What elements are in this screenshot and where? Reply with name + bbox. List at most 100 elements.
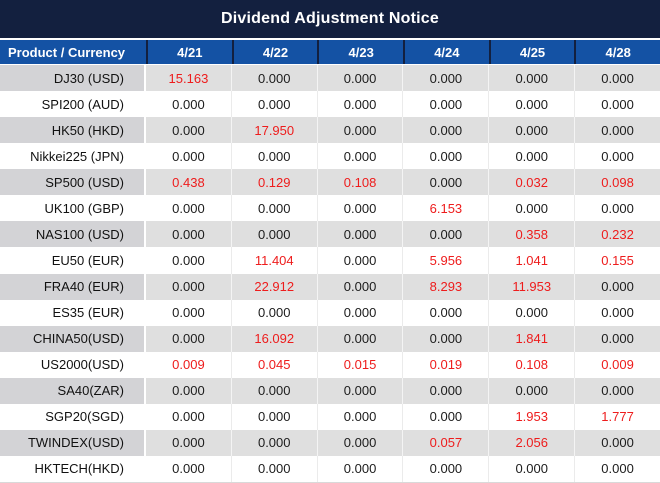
value-cell: 0.098	[574, 169, 660, 196]
value-cell: 0.000	[230, 143, 317, 170]
product-cell: TWINDEX(USD)	[0, 429, 146, 456]
table-row: SPI200 (AUD) 0.000 0.000 0.000 0.000 0.000 0.0…	[0, 91, 660, 118]
value-cell: 0.000	[230, 65, 317, 92]
value-cell: 0.000	[230, 455, 317, 482]
value-cell: 0.000	[574, 65, 660, 92]
value-cell: 0.000	[172, 96, 205, 112]
column-header-date-4-25: 4/25	[488, 40, 575, 64]
value-cell: 15.163	[146, 65, 231, 92]
value-cell: 0.000	[172, 200, 205, 216]
table-header-row: Product / Currency 4/21 4/22 4/23 4/24 4/25 4…	[0, 38, 660, 65]
value-cell: 0.000	[574, 299, 660, 326]
value-cell: 1.953	[488, 403, 574, 430]
value-cell: 0.000	[230, 299, 317, 326]
value-cell: 0.000	[146, 325, 231, 352]
value-cell: 1.777	[574, 403, 660, 430]
table-row: SGP20(SGD) 0.000 0.000 0.000 0.000 1.953 1.777	[0, 403, 660, 430]
value-cell: 0.000	[488, 377, 575, 404]
value-cell: 0.000	[402, 403, 488, 430]
value-cell: 0.000	[402, 91, 488, 118]
value-cell: 0.155	[574, 247, 660, 274]
value-cell: 0.000	[402, 65, 489, 92]
value-cell: 0.000	[172, 409, 205, 425]
value-cell: 0.000	[316, 455, 403, 482]
product-cell: ES35 (EUR)	[0, 299, 146, 326]
table-body: DJ30 (USD) 15.163 0.000 0.000 0.000 0.000 0.00…	[0, 65, 660, 482]
value-cell: 0.000	[402, 325, 489, 352]
value-cell: 16.092	[230, 325, 317, 352]
value-cell: 0.000	[230, 91, 317, 118]
value-cell: 0.019	[402, 351, 488, 378]
table-row: UK100 (GBP) 0.000 0.000 0.000 6.153 0.000 0.00…	[0, 195, 660, 222]
value-cell: 0.009	[172, 357, 205, 373]
value-cell: 0.358	[488, 221, 575, 248]
value-cell: 0.015	[316, 351, 403, 378]
value-cell: 0.000	[316, 429, 403, 456]
value-cell: 0.000	[574, 377, 660, 404]
value-cell: 0.000	[488, 455, 574, 482]
value-cell: 0.000	[488, 65, 575, 92]
value-cell: 0.000	[316, 377, 403, 404]
value-cell: 0.000	[316, 65, 403, 92]
value-cell: 0.000	[146, 273, 231, 300]
product-cell: HK50 (HKD)	[0, 117, 146, 144]
value-cell: 0.000	[172, 252, 205, 268]
product-cell: SP500 (USD)	[0, 169, 146, 196]
value-cell: 0.000	[146, 117, 231, 144]
product-cell: SA40(ZAR)	[0, 377, 146, 404]
value-cell: 0.000	[172, 461, 205, 477]
value-cell: 0.000	[230, 195, 317, 222]
value-cell: 0.000	[574, 143, 660, 170]
product-cell: NAS100 (USD)	[0, 221, 146, 248]
product-cell: DJ30 (USD)	[0, 65, 146, 92]
table-row: SP500 (USD) 0.438 0.129 0.108 0.000 0.032 0.09…	[0, 169, 660, 196]
value-cell: 0.000	[230, 221, 317, 248]
column-header-date-4-23: 4/23	[317, 40, 404, 64]
value-cell: 0.000	[316, 299, 403, 326]
value-cell: 6.153	[402, 195, 488, 222]
value-cell: 0.000	[402, 299, 488, 326]
value-cell: 11.404	[230, 247, 317, 274]
value-cell: 0.057	[402, 429, 489, 456]
table-row: US2000(USD) 0.009 0.045 0.015 0.019 0.108 0.00…	[0, 351, 660, 378]
value-cell: 0.000	[574, 429, 660, 456]
value-cell: 11.953	[488, 273, 575, 300]
product-cell: CHINA50(USD)	[0, 325, 146, 352]
value-cell: 0.000	[488, 117, 575, 144]
table-row: EU50 (EUR) 0.000 11.404 0.000 5.956 1.041 0.15…	[0, 247, 660, 274]
value-cell: 0.000	[316, 195, 403, 222]
value-cell: 0.129	[230, 169, 317, 196]
table-row: HKTECH(HKD) 0.000 0.000 0.000 0.000 0.000 0.00…	[0, 455, 660, 482]
value-cell: 0.000	[316, 91, 403, 118]
value-cell: 5.956	[402, 247, 488, 274]
value-cell: 8.293	[402, 273, 489, 300]
product-cell: FRA40 (EUR)	[0, 273, 146, 300]
value-cell: 0.000	[230, 377, 317, 404]
product-cell: HKTECH(HKD)	[0, 455, 146, 482]
value-cell: 2.056	[488, 429, 575, 456]
value-cell: 0.000	[488, 299, 574, 326]
table-row: Nikkei225 (JPN) 0.000 0.000 0.000 0.000 0.000…	[0, 143, 660, 170]
value-cell: 0.000	[402, 455, 488, 482]
value-cell: 0.000	[316, 325, 403, 352]
table-row: TWINDEX(USD) 0.000 0.000 0.000 0.057 2.056 0.0…	[0, 429, 660, 456]
product-cell: EU50 (EUR)	[0, 247, 146, 274]
value-cell: 0.032	[488, 169, 575, 196]
column-header-date-4-21: 4/21	[146, 40, 232, 64]
table-row: FRA40 (EUR) 0.000 22.912 0.000 8.293 11.953 0.…	[0, 273, 660, 300]
column-header-date-4-22: 4/22	[231, 40, 318, 64]
product-cell: Nikkei225 (JPN)	[0, 143, 146, 170]
value-cell: 0.000	[316, 143, 403, 170]
value-cell: 0.232	[574, 221, 660, 248]
value-cell: 0.000	[402, 169, 489, 196]
value-cell: 0.000	[316, 247, 403, 274]
product-cell: SGP20(SGD)	[0, 403, 146, 430]
value-cell: 0.108	[316, 169, 403, 196]
value-cell: 0.000	[488, 91, 574, 118]
value-cell: 1.841	[488, 325, 575, 352]
value-cell: 17.950	[230, 117, 317, 144]
value-cell: 0.000	[574, 455, 660, 482]
table-row: HK50 (HKD) 0.000 17.950 0.000 0.000 0.000 0.00…	[0, 117, 660, 144]
table-row: NAS100 (USD) 0.000 0.000 0.000 0.000 0.358 0.2…	[0, 221, 660, 248]
